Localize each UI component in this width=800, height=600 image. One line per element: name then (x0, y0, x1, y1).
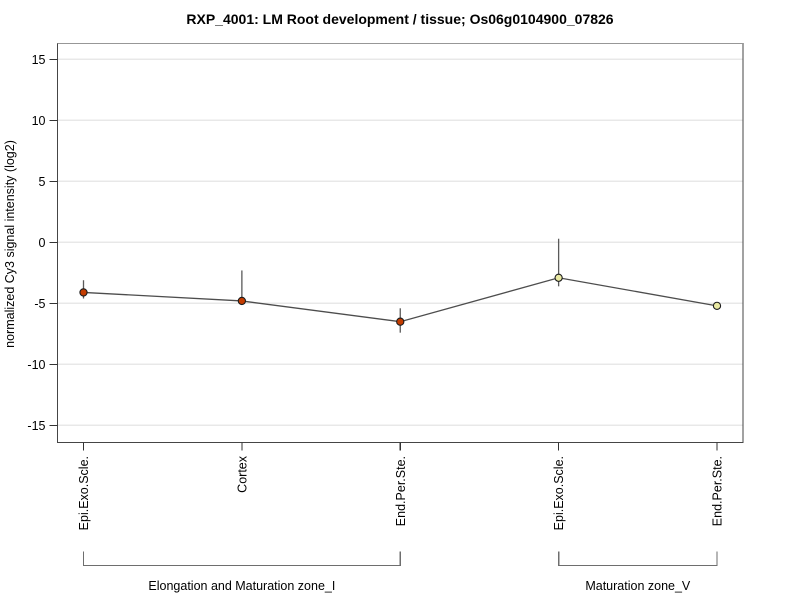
y-tick-label: -10 (27, 358, 45, 372)
x-tick-label: Epi.Exo.Scle. (77, 456, 91, 530)
data-point-marker (79, 288, 88, 297)
y-tick-label: 15 (32, 53, 46, 67)
x-tick-label: End.Per.Ste. (711, 456, 725, 526)
group-bracket (557, 551, 718, 567)
group-bracket (82, 551, 401, 567)
group-label: Maturation zone_V (585, 579, 691, 593)
data-point-marker (237, 296, 247, 306)
y-tick-label: 0 (39, 236, 46, 250)
y-tick-label: -15 (27, 419, 45, 433)
y-tick-label: -5 (34, 297, 45, 311)
x-tick-label: End.Per.Ste. (394, 456, 408, 526)
data-point-marker (396, 317, 405, 326)
data-point-marker (712, 301, 722, 310)
y-tick-label: 5 (39, 175, 46, 189)
y-tick-label: 10 (32, 114, 46, 128)
chart-title: RXP_4001: LM Root development / tissue; … (186, 11, 614, 27)
x-tick-label: Epi.Exo.Scle. (552, 456, 566, 530)
x-tick-label: Cortex (235, 455, 249, 493)
data-point-marker (554, 273, 563, 282)
group-label: Elongation and Maturation zone_I (148, 579, 335, 593)
